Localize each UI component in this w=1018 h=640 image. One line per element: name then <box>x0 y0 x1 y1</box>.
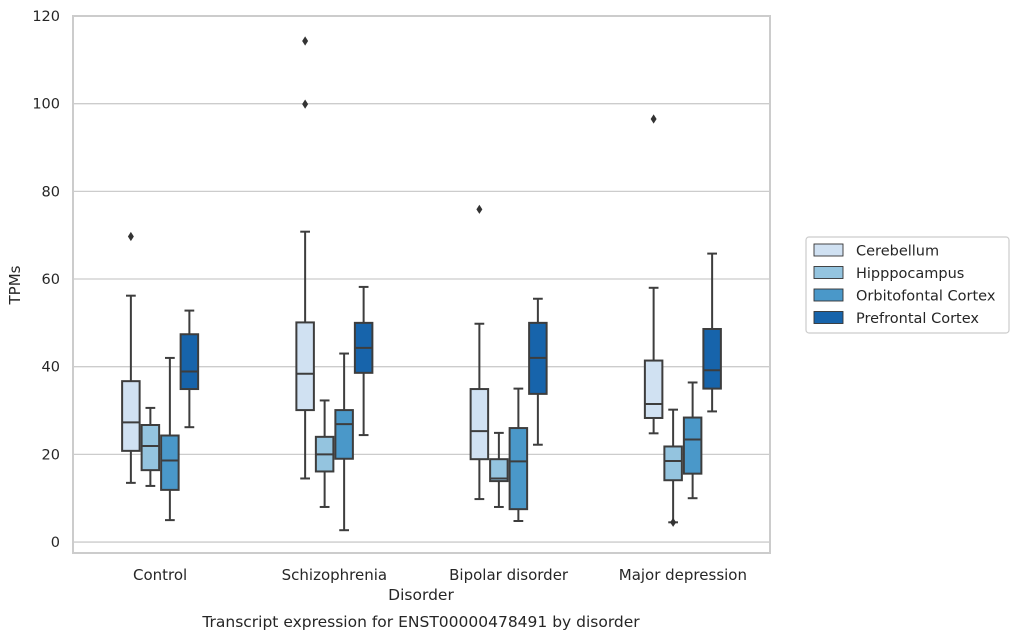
legend-label: Prefrontal Cortex <box>856 311 979 327</box>
box-body <box>121 380 141 452</box>
x-tick-label: Control <box>133 566 187 584</box>
x-tick-label: Bipolar disorder <box>449 566 569 584</box>
box-prefrontal-cortex-bipolar-disorder <box>528 297 548 446</box>
box-body <box>334 409 354 460</box>
box-prefrontal-cortex-control <box>179 309 200 429</box>
y-tick-label: 60 <box>42 272 60 288</box>
boxes <box>121 36 722 532</box>
legend-swatch <box>813 266 844 279</box>
outlier-marker <box>302 36 309 46</box>
y-tick-labels: 0 20 40 60 80 100 120 <box>32 9 60 551</box>
legend-swatch <box>813 288 844 302</box>
box-orbitofontal-cortex-schizophrenia <box>334 352 354 532</box>
box-cerebellum-control <box>121 231 141 484</box>
box-orbitofontal-cortex-major-depression <box>682 381 703 500</box>
box-prefrontal-cortex-major-depression <box>702 252 722 413</box>
box-body <box>469 388 490 461</box>
box-cerebellum-major-depression <box>643 114 664 435</box>
box-body <box>682 416 703 475</box>
outlier-marker <box>670 517 677 527</box>
box-body <box>295 321 315 412</box>
box-hipppocampus-major-depression <box>663 408 683 527</box>
box-body <box>508 427 529 511</box>
y-tick-label: 100 <box>32 97 60 113</box>
y-tick-label: 0 <box>51 535 60 551</box>
box-orbitofontal-cortex-bipolar-disorder <box>508 387 529 522</box>
legend-label: Orbitofontal Cortex <box>856 289 996 305</box>
x-tick-label: Schizophrenia <box>282 566 387 584</box>
box-body <box>643 359 664 419</box>
box-prefrontal-cortex-schizophrenia <box>353 285 374 437</box>
y-tick-label: 20 <box>42 447 60 463</box>
box-orbitofontal-cortex-control <box>160 356 180 522</box>
chart-title: Transcript expression for ENST0000047849… <box>201 613 640 631</box>
legend-label: Hipppocampus <box>856 266 964 282</box>
box-body <box>179 333 200 391</box>
box-cerebellum-bipolar-disorder <box>469 204 490 501</box>
x-tick-labels: Control Schizophrenia Bipolar disorder Majo… <box>133 566 747 584</box>
legend-swatch <box>813 243 844 257</box>
legend-item: Orbitofontal Cortex <box>813 288 996 305</box>
legend-swatch <box>813 311 844 324</box>
legend-label: Cerebellum <box>856 244 939 260</box>
y-tick-label: 80 <box>42 184 60 200</box>
box-body <box>160 434 180 491</box>
outlier-marker <box>302 99 309 109</box>
y-axis-label: TPMs <box>6 265 24 305</box>
box-hipppocampus-schizophrenia <box>314 399 335 508</box>
y-tick-label: 120 <box>32 9 60 25</box>
legend-item: Prefrontal Cortex <box>813 311 979 327</box>
x-axis-label: Disorder <box>388 586 454 604</box>
outlier-marker <box>127 231 134 242</box>
box-hipppocampus-control <box>140 406 161 487</box>
x-tick-label: Major depression <box>619 566 747 584</box>
legend-item: Cerebellum <box>813 243 939 260</box>
outlier-marker <box>650 114 657 124</box>
plot-frame <box>72 15 771 554</box>
legend-frame <box>805 236 1010 334</box>
legend-item: Hipppocampus <box>813 266 964 282</box>
box-cerebellum-schizophrenia <box>295 36 315 480</box>
outlier-marker <box>476 204 483 214</box>
legend: Cerebellum Hipppocampus Orbitofontal Corte… <box>805 236 1010 334</box>
box-body <box>663 445 683 482</box>
box-body <box>702 327 722 390</box>
box-hipppocampus-bipolar-disorder <box>489 431 509 508</box>
box-body <box>489 458 509 483</box>
box-body <box>140 423 161 472</box>
y-tick-label: 40 <box>42 360 60 376</box>
